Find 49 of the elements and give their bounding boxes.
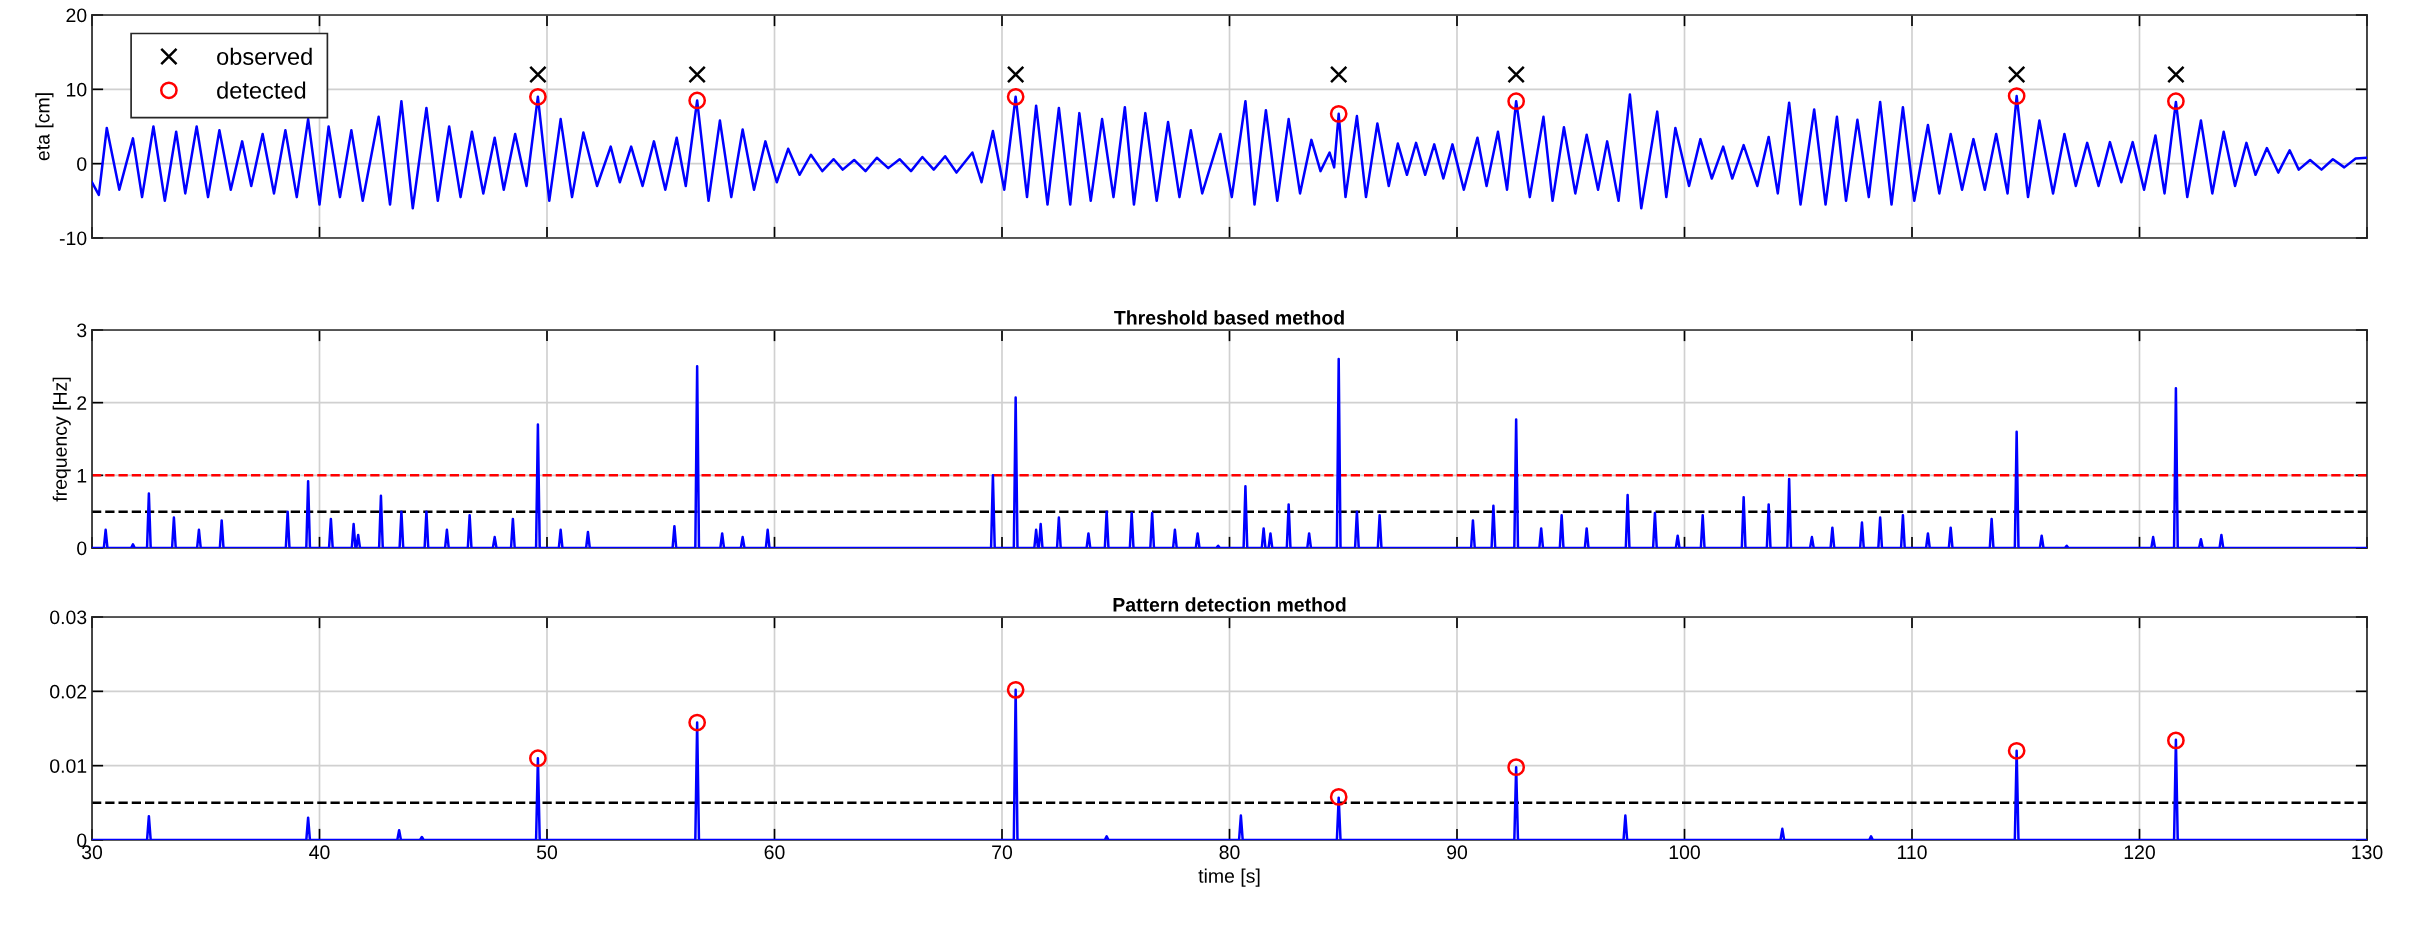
- point: [2167, 731, 2185, 750]
- legend-label: observed: [217, 47, 312, 66]
- x-tick-label: 40: [309, 845, 330, 860]
- point: [1507, 758, 1526, 777]
- point: [1329, 788, 1348, 806]
- x-axis-title: time [s]: [1198, 868, 1260, 887]
- chart-title: Pattern detection method: [1113, 597, 1346, 612]
- x-tick-label: 60: [764, 845, 785, 860]
- legend-label: detected: [217, 81, 306, 99]
- point: [688, 65, 707, 84]
- x-tick-label: 100: [1669, 845, 1700, 860]
- point: [2007, 741, 2026, 760]
- y-tick-label: 3: [77, 323, 87, 338]
- point: [1329, 65, 1348, 84]
- point: [2007, 87, 2026, 105]
- y-tick-label: 20: [66, 8, 87, 23]
- point: [688, 91, 707, 110]
- x-tick-label: 80: [1219, 845, 1240, 860]
- chart-title: Threshold based method: [1114, 310, 1344, 325]
- y-tick-label: -10: [59, 231, 87, 246]
- point: [529, 749, 547, 768]
- point: [1006, 87, 1025, 106]
- point: [1507, 65, 1526, 84]
- point: [2167, 65, 2185, 84]
- point: [2007, 65, 2026, 84]
- y-axis-title: frequency [Hz]: [52, 377, 71, 502]
- y-tick-label: 0.03: [50, 610, 87, 625]
- y-tick-label: 0.01: [50, 759, 87, 773]
- x-tick-label: 50: [536, 845, 558, 860]
- point: [1006, 680, 1025, 699]
- point: [1507, 92, 1526, 111]
- y-tick-label: 10: [67, 82, 87, 97]
- point: [529, 87, 547, 106]
- x-tick-label: 110: [1897, 845, 1927, 860]
- point: [1006, 65, 1025, 84]
- y-tick-label: 0.02: [50, 684, 87, 699]
- point: [688, 713, 707, 732]
- x-tick-label: 130: [2352, 845, 2383, 860]
- y-axis-title: eta [cm]: [35, 93, 54, 161]
- y-tick-label: 1: [77, 469, 87, 483]
- point: [1329, 104, 1348, 123]
- x-tick-label: 90: [1447, 845, 1468, 860]
- point: [2167, 92, 2185, 111]
- y-tick-label: 2: [77, 396, 87, 410]
- y-tick-label: 0: [77, 157, 87, 171]
- point: [529, 65, 547, 84]
- y-tick-label: 0: [77, 541, 87, 556]
- x-tick-label: 70: [992, 845, 1013, 860]
- x-tick-label: 120: [2124, 845, 2155, 860]
